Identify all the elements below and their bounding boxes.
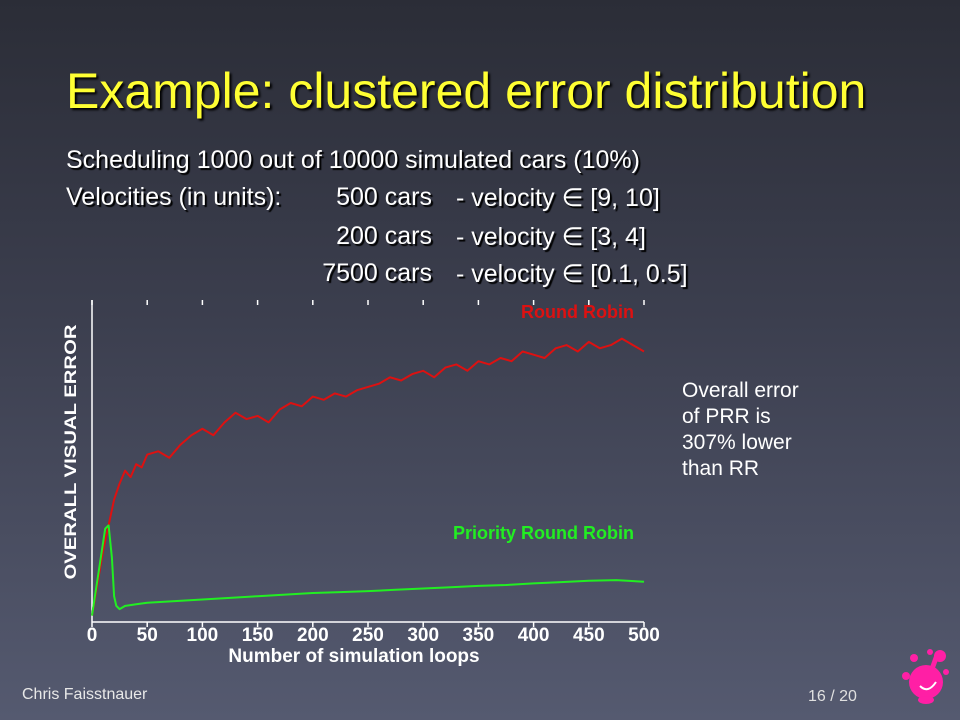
cars-count-3: 7500 cars: [322, 259, 432, 287]
scheduling-text: Scheduling 1000 out of 10000 simulated c…: [66, 146, 640, 174]
x-tick-label: 500: [628, 625, 660, 646]
x-tick-label: 300: [407, 625, 439, 646]
x-tick-label: 250: [352, 625, 384, 646]
paint-splash-logo-icon: [902, 649, 949, 704]
x-tick-label: 150: [242, 625, 274, 646]
series-line-priority-round-robin: [91, 524, 645, 616]
series-line-round-robin: [91, 337, 645, 616]
series-label-priority-round-robin: Priority Round Robin: [453, 523, 634, 543]
note-line-3: 307% lower: [682, 431, 792, 454]
cars-count-2: 200 cars: [336, 222, 432, 250]
y-axis-label: OVERALL VISUAL ERROR: [61, 325, 80, 580]
velocity-range-2: - velocity ∈ [3, 4]: [456, 223, 646, 251]
author-name: Chris Faisstnauer: [22, 686, 148, 703]
x-tick-label: 200: [297, 625, 329, 646]
x-tick-label: 0: [87, 625, 98, 646]
page-number: 16 / 20: [808, 688, 857, 705]
note-line-2: of PRR is: [682, 405, 771, 428]
series-label-round-robin: Round Robin: [521, 302, 634, 322]
x-tick-label: 100: [187, 625, 219, 646]
cars-count-1: 500 cars: [336, 183, 432, 211]
velocity-range-1: - velocity ∈ [9, 10]: [456, 184, 660, 212]
comparison-note: Overall error of PRR is 307% lower than …: [682, 378, 862, 482]
x-tick-label: 350: [463, 625, 495, 646]
x-axis-label: Number of simulation loops: [228, 646, 479, 667]
x-tick-label: 50: [137, 625, 158, 646]
x-tick-label: 450: [573, 625, 605, 646]
x-tick-label: 400: [518, 625, 550, 646]
slide-title: Example: clustered error distribution: [66, 63, 867, 119]
velocities-label: Velocities (in units):: [66, 183, 282, 211]
note-line-4: than RR: [682, 457, 760, 480]
note-line-1: Overall error: [682, 379, 799, 402]
velocity-range-3: - velocity ∈ [0.1, 0.5]: [456, 260, 688, 288]
